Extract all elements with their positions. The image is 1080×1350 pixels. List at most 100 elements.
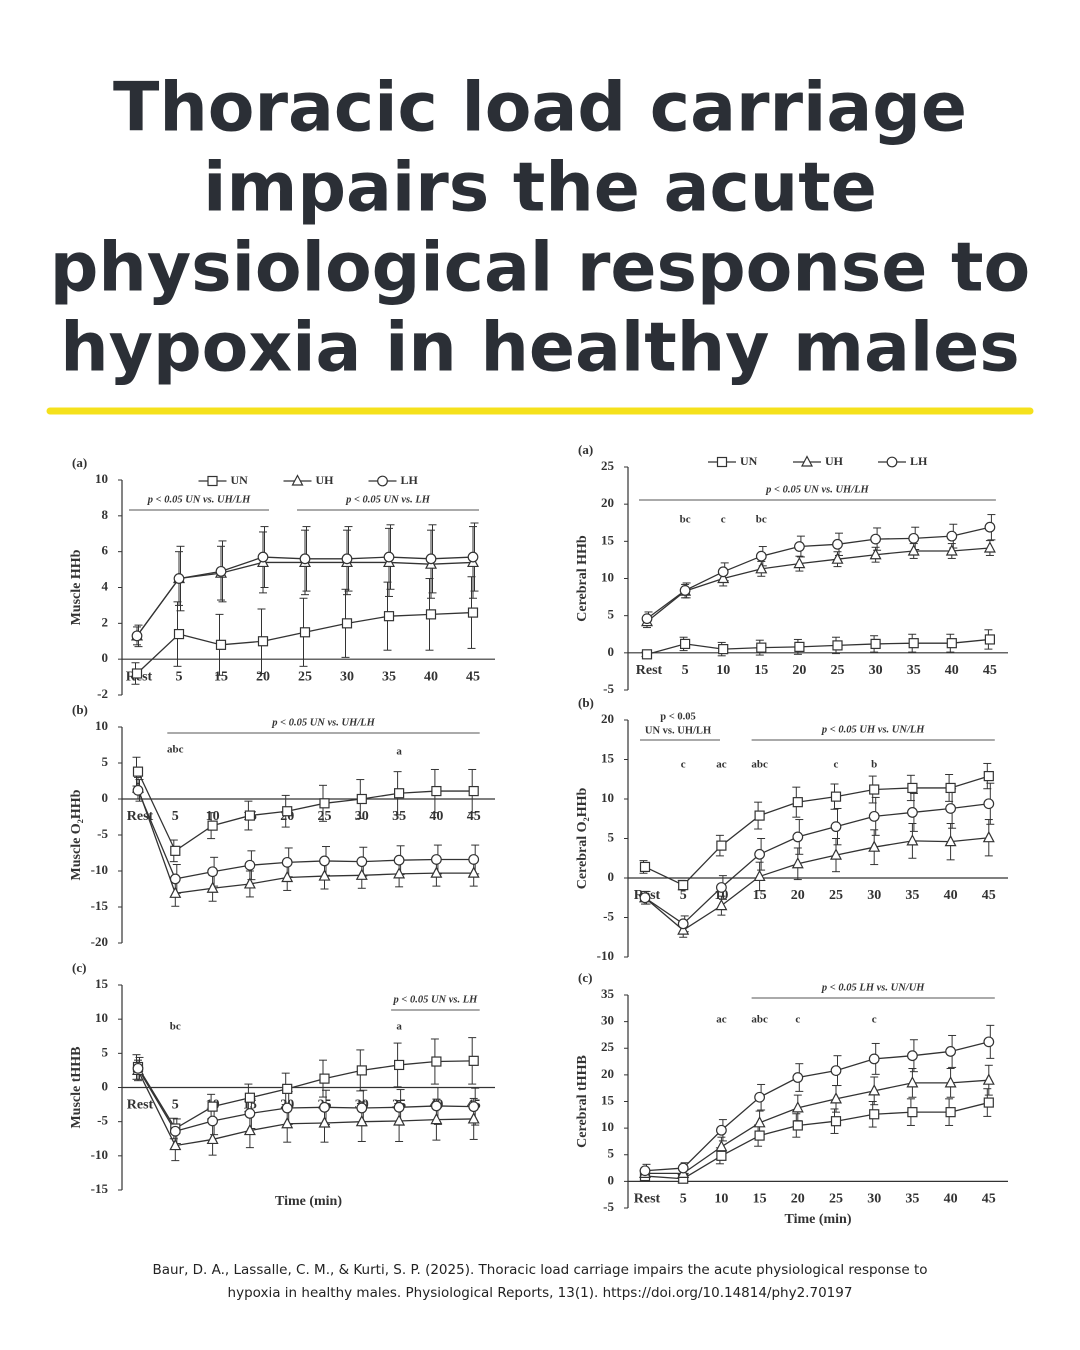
marker-square <box>983 1097 994 1108</box>
marker-square <box>754 1130 765 1141</box>
annotation: c <box>834 759 839 771</box>
marker-triangle <box>907 544 920 556</box>
title-line: physiological response to <box>50 229 1031 308</box>
marker-triangle <box>715 898 728 911</box>
y-tick-label: 30 <box>601 1013 614 1028</box>
x-tick-label: 45 <box>983 663 997 678</box>
chart: -10-505101520Rest51015202530354045(b)Cer… <box>575 695 1008 963</box>
marker-circle <box>173 573 185 584</box>
x-tick-label: 40 <box>944 1192 958 1207</box>
marker-square <box>716 840 727 851</box>
y-tick-label: 0 <box>102 790 109 805</box>
y-tick-label: -15 <box>91 1181 109 1196</box>
legend-label: LH <box>401 473 419 487</box>
y-tick-label: 0 <box>608 644 615 659</box>
annotation: p < 0.05 <box>660 711 695 722</box>
x-tick-label: 30 <box>869 663 883 678</box>
marker-circle <box>299 553 311 565</box>
x-tick-label: 5 <box>172 1098 179 1113</box>
annotation: abc <box>167 744 184 756</box>
marker-square <box>394 1059 405 1071</box>
chart: -15-10-5051015Rest51015202530354045(c)Mu… <box>69 960 495 1209</box>
y-tick-label: -10 <box>597 948 614 963</box>
annotation: abc <box>751 759 768 771</box>
marker-triangle <box>717 571 730 584</box>
marker-triangle <box>206 881 219 893</box>
annotation: p < 0.05 UH vs. UN/LH <box>821 724 925 735</box>
y-tick-label: 15 <box>601 750 615 765</box>
y-axis-label: Muscle HHb <box>69 549 84 625</box>
marker-triangle <box>830 848 842 860</box>
chart: -5 0 5 10 15 20 25 Rest 5 10 15 20 25 30 35 40 45 (a) Cere… <box>575 442 1008 696</box>
marker-square <box>794 641 805 652</box>
marker-triangle <box>355 1114 368 1127</box>
marker-circle <box>467 551 479 563</box>
x-tick-label: 15 <box>753 888 767 903</box>
marker-square <box>792 1120 803 1131</box>
annotation: p < 0.05 UN vs. LH <box>392 994 478 1005</box>
x-tick-label: 40 <box>945 663 959 678</box>
marker-triangle <box>206 1132 219 1145</box>
marker-triangle <box>243 877 256 889</box>
marker-circle <box>341 553 353 565</box>
marker-square <box>830 791 842 802</box>
x-tick-label: 10 <box>716 663 730 678</box>
marker-triangle <box>944 834 957 847</box>
annotation: p < 0.05 UN vs. UH/LH <box>147 494 251 505</box>
x-tick-label: 25 <box>318 809 332 824</box>
marker-circle <box>319 1101 330 1113</box>
marker-circle <box>983 1036 995 1048</box>
marker-square <box>244 810 255 821</box>
annotation: p < 0.05 UN vs. LH <box>345 494 431 505</box>
y-tick-label: -5 <box>603 1199 614 1214</box>
x-tick-label: 25 <box>829 1192 843 1207</box>
x-tick-label: 20 <box>791 1192 805 1207</box>
y-tick-label: 5 <box>608 1146 615 1161</box>
marker-circle <box>792 831 804 843</box>
marker-square <box>983 770 994 782</box>
marker-square <box>215 639 227 650</box>
series-line <box>137 1070 474 1147</box>
marker-circle <box>639 1165 651 1177</box>
marker-square <box>945 1107 956 1118</box>
marker-circle <box>983 798 995 810</box>
marker-square <box>641 649 653 660</box>
y-tick-label: 0 <box>608 869 615 884</box>
marker-circle <box>207 866 219 878</box>
x-tick-label: 45 <box>982 888 996 903</box>
marker-square <box>173 628 185 640</box>
y-tick-label: -10 <box>91 1147 108 1162</box>
series-line <box>137 787 474 895</box>
marker-circle <box>639 892 651 904</box>
marker-square <box>207 820 218 831</box>
title-line: hypoxia in healthy males <box>60 309 1020 388</box>
annotation: bc <box>756 514 767 526</box>
x-tick-label: 15 <box>753 1192 767 1207</box>
marker-circle <box>717 566 729 578</box>
marker-square <box>468 785 479 797</box>
annotation: c <box>721 514 726 526</box>
marker-circle <box>132 784 144 796</box>
marker-triangle <box>906 834 919 846</box>
chart: -20246810Rest515202530354045(a)Muscle HH… <box>69 455 495 701</box>
marker-circle <box>907 1050 918 1062</box>
series-line <box>646 547 990 623</box>
marker-circle <box>215 565 227 577</box>
marker-square <box>830 1116 842 1127</box>
x-tick-label: 5 <box>680 1192 687 1207</box>
x-tick-label: 30 <box>340 669 354 684</box>
annotation: ac <box>716 1014 727 1026</box>
marker-square <box>869 784 880 795</box>
series-line <box>644 1101 989 1180</box>
marker-triangle <box>393 1114 406 1126</box>
panel-label: (c) <box>578 970 592 985</box>
marker-triangle <box>906 1076 919 1088</box>
y-tick-label: -2 <box>97 686 108 701</box>
annotation: p < 0.05 LH vs. UN/UH <box>821 982 925 993</box>
x-tick-label: 5 <box>682 663 689 678</box>
marker-triangle <box>793 556 806 569</box>
x-tick-label: 45 <box>466 669 480 684</box>
marker-circle <box>393 1101 405 1113</box>
marker-square <box>870 638 881 650</box>
